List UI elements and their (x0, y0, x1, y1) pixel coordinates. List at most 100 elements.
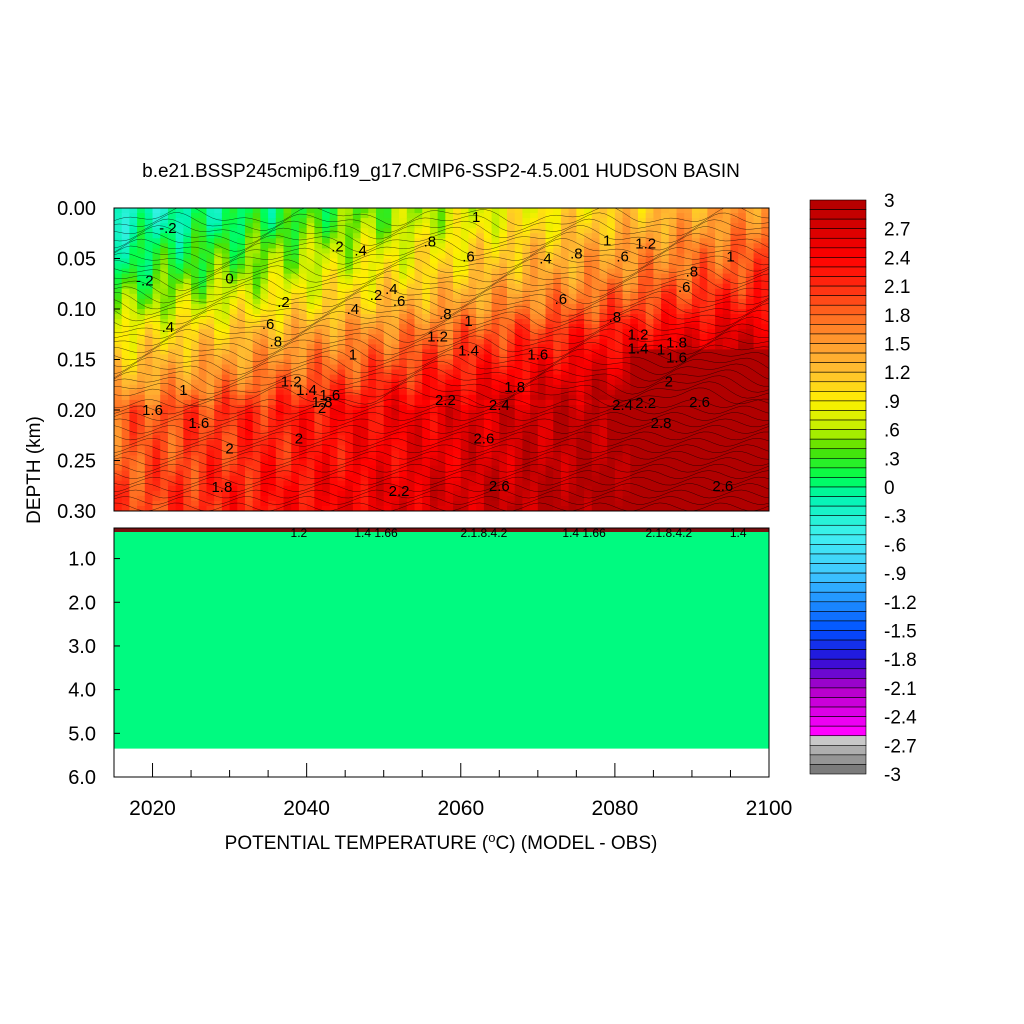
heatmap-cell (460, 420, 470, 426)
heatmap-cell (245, 233, 254, 239)
heatmap-cell (715, 374, 724, 381)
heatmap-cell (622, 500, 631, 507)
heatmap-cell (576, 404, 585, 411)
heatmap-cell (268, 334, 277, 340)
heatmap-cell (383, 354, 393, 361)
heatmap-cell (622, 243, 631, 249)
heatmap-cell (483, 253, 493, 260)
heatmap-cell (214, 238, 223, 244)
heatmap-cell (638, 303, 647, 310)
heatmap-cell (252, 213, 262, 219)
heatmap-cell (476, 339, 485, 345)
heatmap-cell (668, 339, 678, 345)
heatmap-cell (522, 233, 531, 239)
heatmap-cell (337, 233, 346, 239)
heatmap-cell (275, 303, 285, 310)
heatmap-cell (460, 480, 470, 487)
heatmap-cell (622, 505, 631, 511)
heatmap-cell (676, 298, 685, 305)
heatmap-cell (707, 495, 716, 502)
heatmap-cell (329, 258, 339, 265)
heatmap-cell (560, 273, 570, 280)
heatmap-cell (283, 314, 292, 320)
heatmap-cell (121, 475, 131, 482)
heatmap-cell (406, 359, 416, 366)
heatmap-cell (414, 228, 423, 234)
heatmap-cell (445, 253, 454, 260)
heatmap-cell (221, 450, 231, 457)
heatmap-cell (275, 430, 285, 436)
heatmap-cell (499, 455, 508, 462)
heatmap-cell (553, 218, 562, 224)
heatmap-cell (414, 369, 423, 376)
heatmap-cell (499, 500, 508, 507)
heatmap-cell (175, 359, 184, 366)
heatmap-cell (383, 223, 393, 229)
heatmap-cell (252, 273, 262, 280)
heatmap-cell (622, 208, 631, 214)
heatmap-cell (422, 415, 431, 421)
heatmap-cell (198, 303, 208, 310)
heatmap-cell (630, 314, 639, 320)
heatmap-cell (738, 258, 747, 265)
heatmap-cell (221, 233, 231, 239)
heatmap-cell (722, 288, 732, 295)
heatmap-cell (368, 394, 377, 401)
heatmap-cell (638, 475, 647, 482)
heatmap-cell (453, 425, 462, 431)
heatmap-cell (653, 425, 662, 431)
heatmap-cell (399, 334, 408, 340)
heatmap-cell (715, 344, 724, 350)
heatmap-cell (691, 213, 701, 219)
heatmap-cell (622, 283, 631, 290)
heatmap-cell (460, 293, 470, 300)
heatmap-cell (152, 293, 161, 300)
heatmap-cell (352, 410, 362, 416)
heatmap-cell (414, 253, 423, 260)
heatmap-cell (630, 415, 639, 421)
heatmap-cell (514, 379, 524, 386)
heatmap-cell (584, 440, 593, 446)
heatmap-cell (114, 293, 123, 300)
heatmap-cell (460, 298, 470, 305)
heatmap-cell (221, 399, 231, 406)
heatmap-cell (198, 410, 208, 416)
heatmap-cell (522, 243, 531, 249)
heatmap-cell (152, 238, 161, 244)
heatmap-cell (376, 354, 385, 361)
heatmap-cell (722, 485, 732, 492)
heatmap-cell (645, 440, 655, 446)
heatmap-cell (491, 298, 500, 305)
heatmap-cell (622, 339, 631, 345)
heatmap-cell (599, 394, 608, 401)
heatmap-cell (144, 369, 154, 376)
heatmap-cell (306, 485, 315, 492)
heatmap-cell (568, 213, 577, 219)
heatmap-cell (491, 344, 500, 350)
heatmap-cell (291, 303, 300, 310)
heatmap-cell (537, 485, 547, 492)
heatmap-cell (229, 490, 238, 497)
heatmap-cell (668, 309, 678, 315)
heatmap-cell (576, 293, 585, 300)
heatmap-cell (214, 359, 223, 366)
heatmap-cell (329, 238, 339, 244)
heatmap-cell (268, 349, 277, 356)
heatmap-cell (715, 303, 724, 310)
heatmap-cell (753, 278, 762, 285)
heatmap-cell (383, 455, 393, 462)
heatmap-cell (715, 298, 724, 305)
heatmap-cell (229, 228, 238, 234)
heatmap-cell (144, 389, 154, 396)
heatmap-cell (221, 344, 231, 350)
heatmap-cell (121, 415, 131, 421)
heatmap-cell (676, 490, 685, 497)
heatmap-cell (129, 389, 138, 396)
heatmap-cell (429, 485, 439, 492)
heatmap-cell (560, 354, 570, 361)
heatmap-cell (437, 319, 446, 325)
heatmap-cell (645, 253, 655, 260)
heatmap-cell (514, 430, 524, 436)
heatmap-cell (560, 404, 570, 411)
heatmap-cell (137, 208, 146, 214)
